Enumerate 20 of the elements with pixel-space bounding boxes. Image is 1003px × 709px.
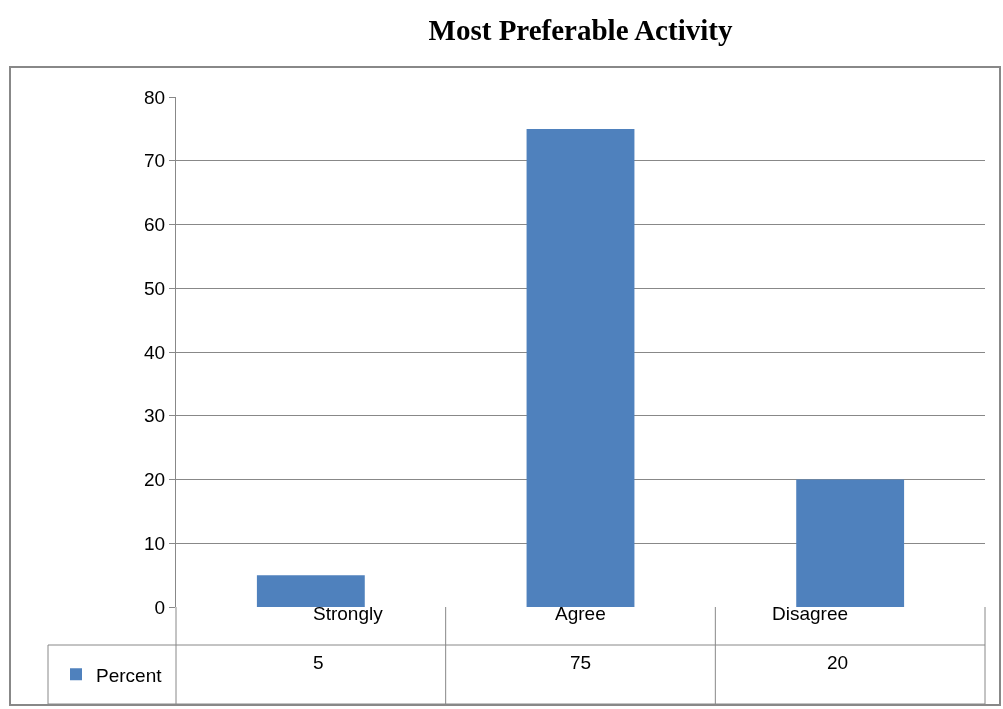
bar [796,479,905,607]
y-tick-label: 40 [144,341,166,363]
y-tick-label: 10 [144,532,166,554]
y-tick-label: 60 [144,214,166,236]
bar [256,575,365,607]
y-tick-label: 0 [154,596,166,618]
y-tick-label: 70 [144,150,166,172]
bar [526,128,635,607]
y-tick-label: 30 [144,405,166,427]
x-tick-label: Agree [555,603,606,624]
data-label: 20 [827,652,849,673]
y-tick-label: 80 [144,86,166,108]
y-tick-label: 20 [144,469,166,491]
y-tick-label: 50 [144,277,166,299]
chart-title: Most Preferable Activity [428,14,733,47]
legend-label: Percent [96,664,163,686]
data-label: 75 [570,652,592,673]
data-label: 5 [313,652,324,673]
x-tick-label: Disagree [772,603,849,624]
x-tick-label: Strongly [313,603,384,624]
